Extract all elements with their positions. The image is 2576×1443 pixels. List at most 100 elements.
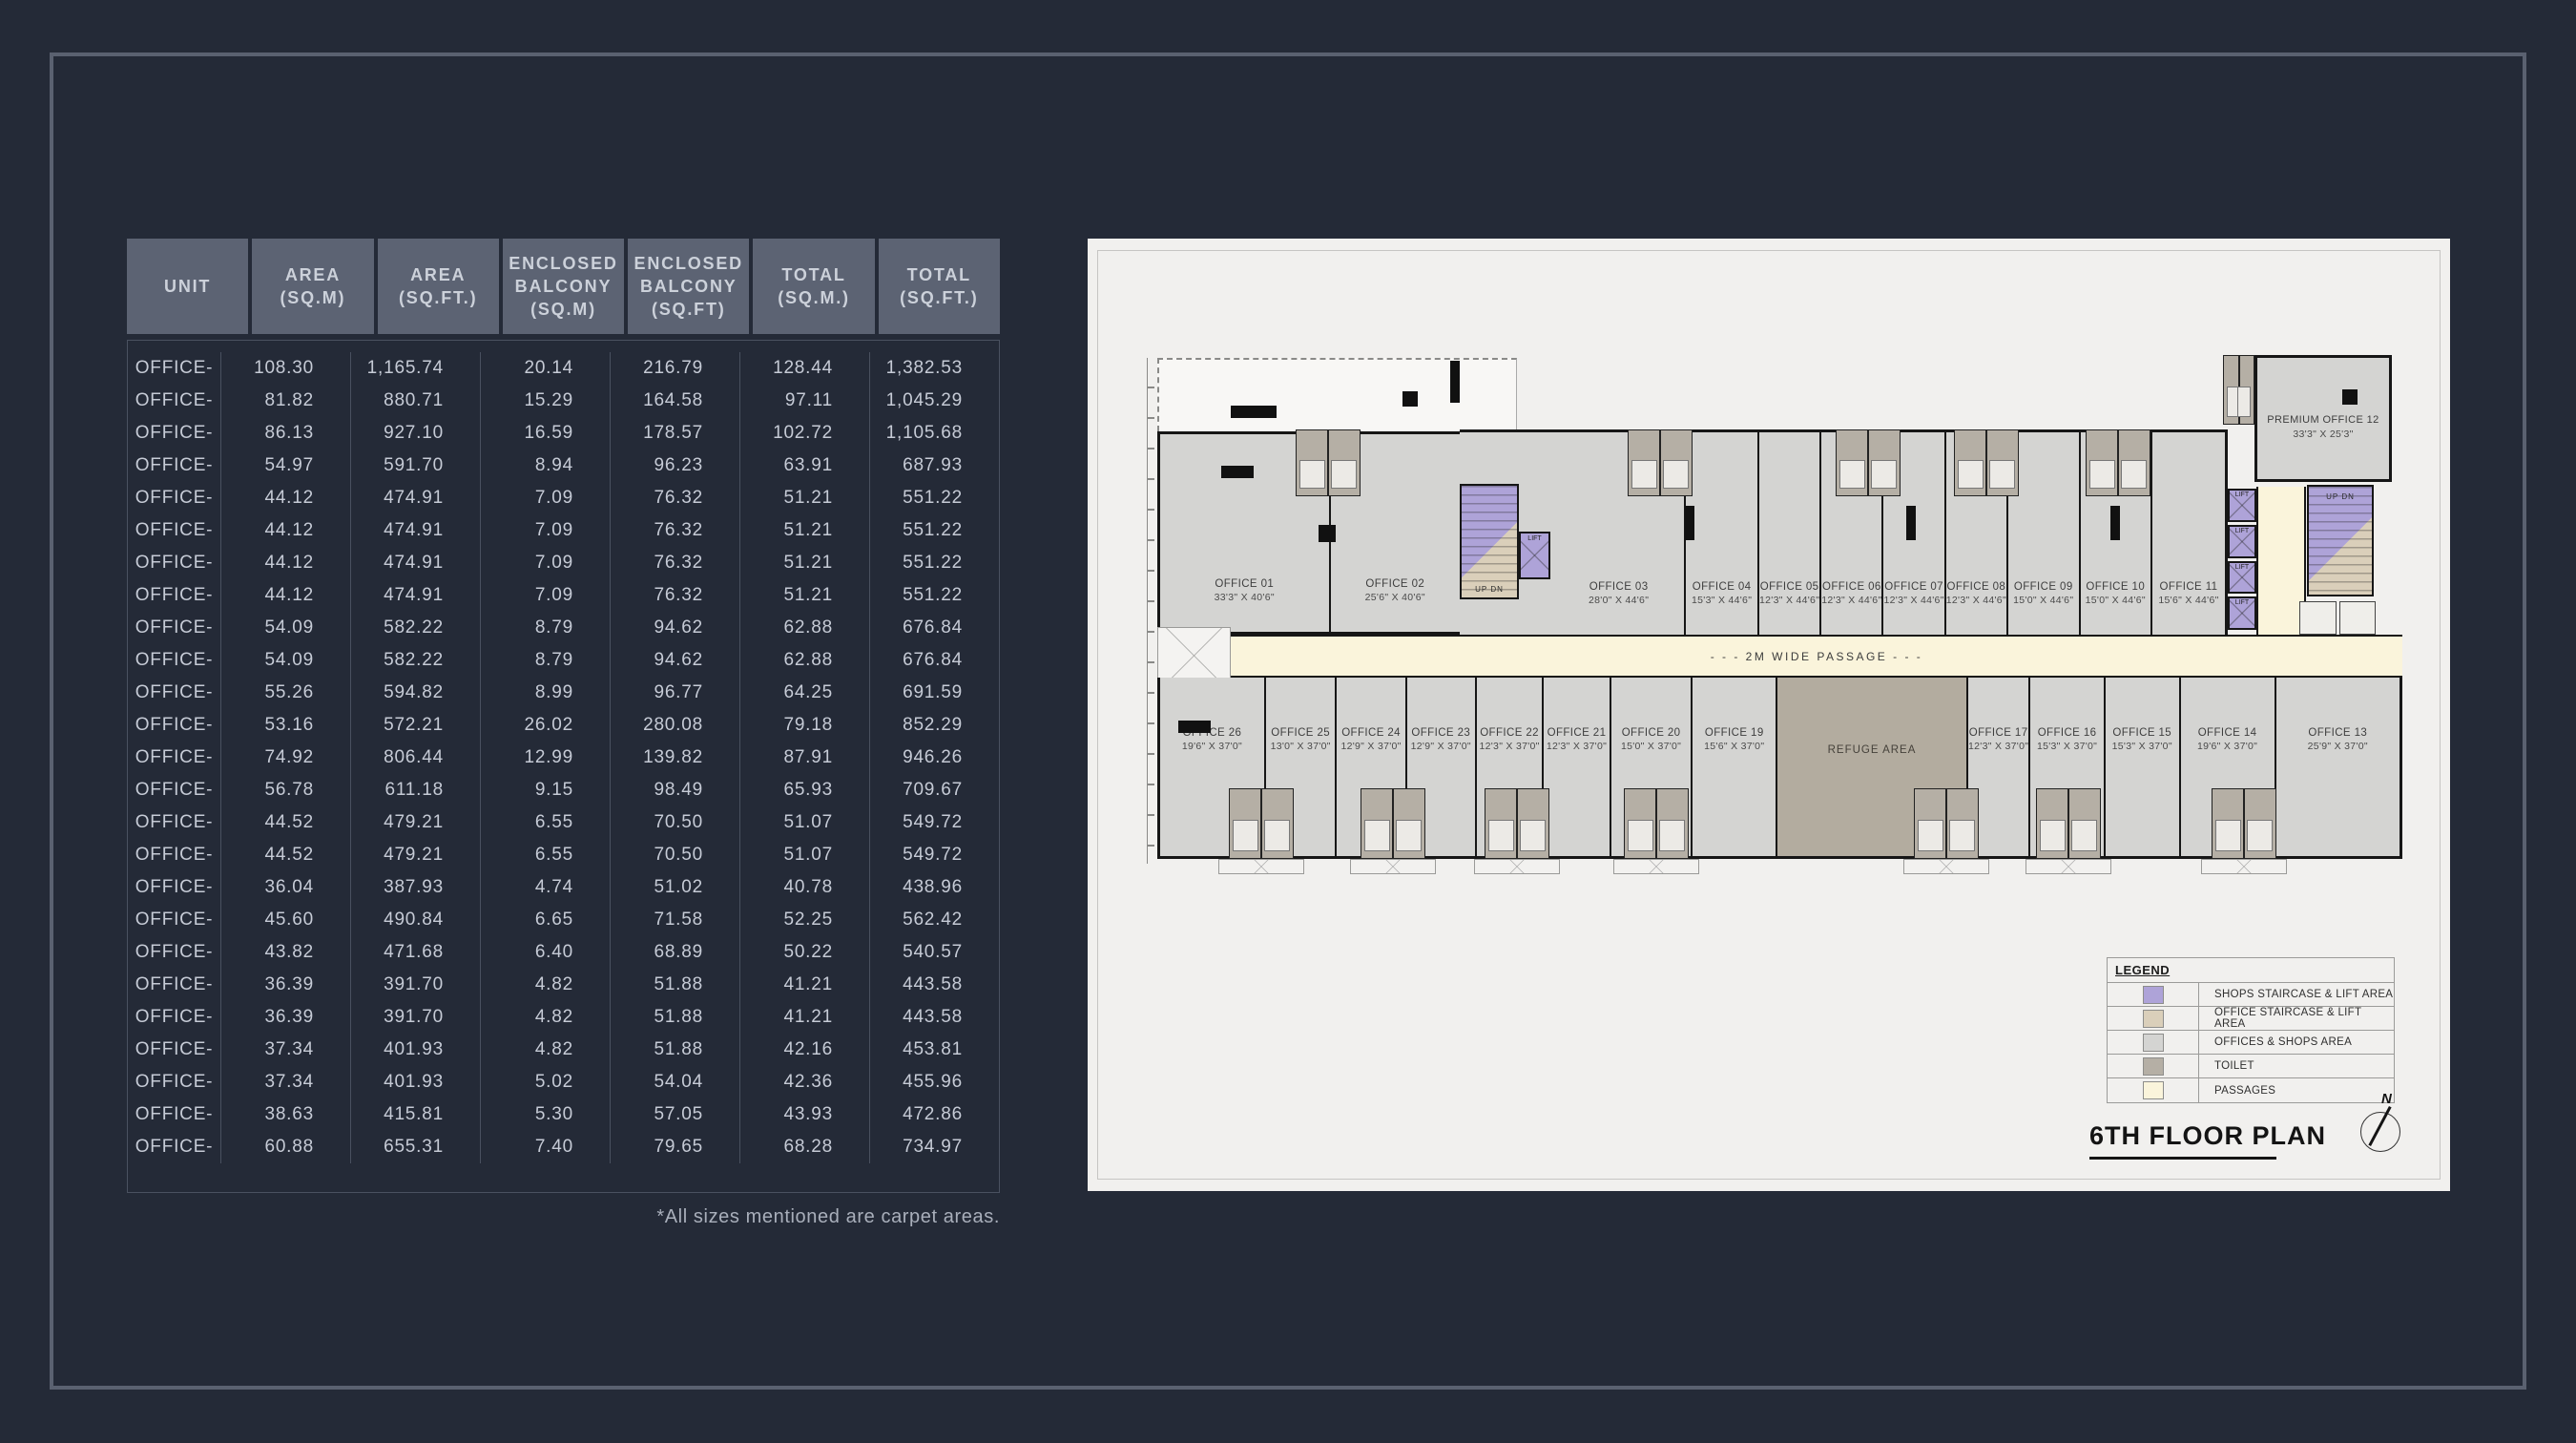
cell-total-sqm: 42.16 [740, 1034, 870, 1066]
cell-area-sqft: 927.10 [351, 417, 481, 450]
cell-area-sqm: 44.52 [221, 806, 351, 839]
north-label: N [2381, 1091, 2392, 1107]
cell-balcony-sqm: 6.65 [481, 904, 611, 936]
cell-unit: OFFICE-03 [128, 417, 221, 450]
table-row: OFFICE-24 37.34 401.93 5.02 54.04 42.36 … [128, 1066, 999, 1098]
cell-unit: OFFICE-07 [128, 547, 221, 579]
office-unit-name: OFFICE 01 [1215, 578, 1275, 590]
cell-total-sqft: 1,105.68 [885, 423, 963, 443]
cell-area-sqft: 387.93 [351, 871, 481, 904]
table-header-cell: UNIT [127, 239, 249, 334]
refuge-label: REFUGE AREA [1827, 744, 1917, 756]
office-unit: OFFICE 10 15'0" X 44'6" [2078, 432, 2151, 635]
cell-total-sqm: 51.21 [740, 514, 870, 547]
cell-total-sqft: 946.26 [903, 747, 963, 767]
cell-total-sqm: 87.91 [740, 742, 870, 774]
entrance-porch [1903, 859, 1989, 874]
office-unit-dims: 15'3" X 37'0" [2036, 741, 2098, 752]
office-unit: OFFICE 19 15'6" X 37'0" [1691, 678, 1776, 856]
cell-area-sqm: 86.13 [221, 417, 351, 450]
cell-area-sqm: 44.12 [221, 579, 351, 612]
cell-unit: OFFICE-09 [128, 612, 221, 644]
table-row: OFFICE-13 74.92 806.44 12.99 139.82 87.9… [128, 742, 999, 774]
cell-total-sqm: 128.44 [740, 352, 870, 385]
cell-unit: OFFICE-17 [128, 871, 221, 904]
legend-label: OFFICE STAIRCASE & LIFT AREA [2198, 1007, 2394, 1030]
open-terrace-area [1157, 358, 1517, 431]
toilet-rooms [2299, 601, 2376, 635]
table-row: OFFICE-15 44.52 479.21 6.55 70.50 51.07 … [128, 806, 999, 839]
column-mark [1221, 466, 1254, 478]
cell-area-sqm: 60.88 [221, 1131, 351, 1163]
cell-total-sqft: 691.59 [903, 682, 963, 702]
lift-cabin: LIFT [2228, 524, 2256, 558]
cell-total-sqft: 562.42 [903, 910, 963, 930]
office-unit: OFFICE 24 12'9" X 37'0" [1335, 678, 1404, 856]
staircase-updn-label: UP DN [1475, 585, 1504, 594]
plan-title-underline [2089, 1157, 2276, 1160]
table-row: OFFICE-08 44.12 474.91 7.09 76.32 51.21 … [128, 579, 999, 612]
lift-cabin: LIFT [2228, 489, 2256, 522]
table-row: OFFICE-25 38.63 415.81 5.30 57.05 43.93 … [128, 1098, 999, 1131]
cell-total-sqft: 540.57 [903, 942, 963, 962]
cell-balcony-sqft: 76.32 [611, 514, 740, 547]
office-unit: OFFICE 06 12'3" X 44'6" [1819, 432, 1881, 635]
table-row: OFFICE-03 86.13 927.10 16.59 178.57 102.… [128, 417, 999, 450]
cell-balcony-sqm: 7.09 [481, 514, 611, 547]
cell-balcony-sqft: 76.32 [611, 579, 740, 612]
column-mark [1450, 361, 1460, 403]
cell-area-sqm: 54.09 [221, 644, 351, 677]
legend-rows: SHOPS STAIRCASE & LIFT AREA OFFICE STAIR… [2108, 983, 2394, 1102]
cell-total-sqm: 51.21 [740, 579, 870, 612]
cell-balcony-sqft: 79.65 [611, 1131, 740, 1163]
legend-item: OFFICE STAIRCASE & LIFT AREA [2108, 1007, 2394, 1031]
cell-total-sqm: 41.21 [740, 1001, 870, 1034]
legend-item: PASSAGES [2108, 1078, 2394, 1102]
cell-area-sqft: 582.22 [351, 644, 481, 677]
cell-area-sqm: 36.39 [221, 969, 351, 1001]
office-unit-dims: 12'3" X 44'6" [1758, 595, 1820, 606]
table-row: OFFICE-21 36.39 391.70 4.82 51.88 41.21 … [128, 969, 999, 1001]
table-row: OFFICE-04 54.97 591.70 8.94 96.23 63.91 … [128, 450, 999, 482]
cell-area-sqft: 594.82 [351, 677, 481, 709]
cell-unit: OFFICE-12 [128, 709, 221, 742]
lift-label: LIFT [2234, 599, 2250, 607]
cell-balcony-sqm: 7.09 [481, 482, 611, 514]
cell-total-sqm: 51.07 [740, 806, 870, 839]
column-mark [1319, 525, 1336, 542]
table-row: OFFICE-11 55.26 594.82 8.99 96.77 64.25 … [128, 677, 999, 709]
legend-swatch-cell [2108, 1078, 2198, 1102]
office-unit: OFFICE 21 12'3" X 37'0" [1542, 678, 1609, 856]
cell-total-sqft: 687.93 [903, 455, 963, 475]
cell-unit: OFFICE-08 [128, 579, 221, 612]
cell-total-sqft: 549.72 [903, 812, 963, 832]
cell-total-sqm: 43.93 [740, 1098, 870, 1131]
cell-balcony-sqft: 71.58 [611, 904, 740, 936]
table-body: OFFICE-01 108.30 1,165.74 20.14 216.79 1… [127, 340, 1000, 1193]
office-unit-dims: 12'9" X 37'0" [1340, 741, 1402, 752]
cell-balcony-sqft: 51.88 [611, 969, 740, 1001]
cell-unit: OFFICE-15 [128, 806, 221, 839]
cell-total-sqft: 734.97 [903, 1137, 963, 1157]
lift-label: LIFT [2234, 491, 2250, 498]
office-unit: OFFICE 20 15'0" X 37'0" [1609, 678, 1692, 856]
toilet-block [1628, 429, 1693, 496]
table-header-cell: TOTAL (SQ.FT.) [878, 239, 1000, 334]
office-unit-name: OFFICE 24 [1341, 727, 1401, 739]
cell-balcony-sqm: 4.82 [481, 969, 611, 1001]
floor-plan-sheet: OFFICE 01 33'3" X 40'6" OFFICE 02 25'6" … [1088, 239, 2450, 1191]
cell-unit: OFFICE-19 [128, 904, 221, 936]
office-unit-name: OFFICE 07 [1884, 581, 1943, 593]
toilet-block [2223, 355, 2254, 425]
cell-area-sqm: 54.09 [221, 612, 351, 644]
cell-unit: OFFICE-10 [128, 644, 221, 677]
cell-total-sqm: 42.36 [740, 1066, 870, 1098]
office-unit: OFFICE 04 15'3" X 44'6" [1684, 432, 1757, 635]
entrance-porch [1218, 859, 1304, 874]
cell-unit: OFFICE-22 [128, 1001, 221, 1034]
lift-label: LIFT [2234, 563, 2250, 571]
office-unit-dims: 13'0" X 37'0" [1270, 741, 1331, 752]
office-unit-dims: 15'0" X 44'6" [2085, 595, 2146, 606]
lift-bank: LIFT LIFT LIFT LIFT [2228, 489, 2256, 630]
office-unit-dims: 33'3" X 40'6" [1214, 592, 1275, 603]
